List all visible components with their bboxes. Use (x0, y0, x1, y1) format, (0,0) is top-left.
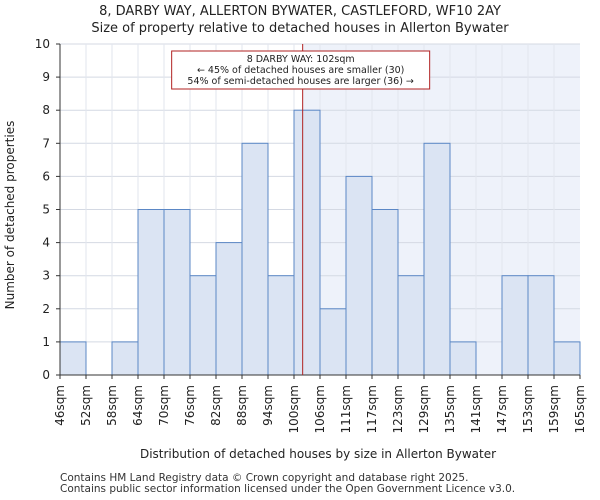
histogram-bar (241, 142, 269, 376)
y-tick-label: 6 (42, 169, 50, 183)
annotation-box (171, 50, 431, 90)
histogram-bar (449, 341, 477, 376)
histogram-bar (215, 242, 243, 376)
chart-subtitle: Size of property relative to detached ho… (91, 21, 509, 36)
attribution-line-2: Contains public sector information licen… (60, 483, 516, 495)
histogram-bar (293, 109, 321, 376)
histogram-bar (553, 341, 581, 376)
x-tick-label: 141sqm (469, 385, 483, 433)
x-tick-label: 111sqm (339, 385, 353, 433)
x-tick-label: 46sqm (53, 385, 67, 426)
y-tick-label: 0 (42, 368, 50, 382)
y-tick-label: 1 (42, 335, 50, 349)
chart-title: 8, DARBY WAY, ALLERTON BYWATER, CASTLEFO… (99, 4, 501, 19)
x-tick-label: 117sqm (365, 385, 379, 433)
x-tick-label: 70sqm (157, 385, 171, 426)
x-tick-label: 135sqm (443, 385, 457, 433)
x-tick-label: 100sqm (287, 385, 301, 433)
histogram-bar (163, 209, 191, 376)
x-tick-label: 159sqm (547, 385, 561, 433)
y-tick-label: 9 (42, 70, 50, 84)
x-axis-label: Distribution of detached houses by size … (140, 447, 496, 461)
x-tick-label: 52sqm (79, 385, 93, 426)
histogram-bar (189, 275, 217, 376)
x-tick-label: 58sqm (105, 385, 119, 426)
x-tick-label: 76sqm (183, 385, 197, 426)
histogram-bar (111, 341, 139, 376)
x-tick-label: 88sqm (235, 385, 249, 426)
attribution-footer: Contains HM Land Registry data © Crown c… (60, 473, 515, 495)
annotation-line: ← 45% of detached houses are smaller (30… (197, 65, 404, 76)
y-tick-label: 4 (42, 236, 50, 250)
y-axis-label: Number of detached properties (3, 121, 17, 310)
histogram-bar (137, 209, 165, 376)
histogram-bar (501, 275, 529, 376)
x-tick-label: 64sqm (131, 385, 145, 426)
x-tick-label: 153sqm (521, 385, 535, 433)
y-tick-label: 10 (35, 37, 50, 51)
annotation-line: 8 DARBY WAY: 102sqm (247, 54, 355, 65)
y-tick-label: 3 (42, 269, 50, 283)
histogram-bar (59, 341, 87, 376)
x-tick-label: 94sqm (261, 385, 275, 426)
y-tick-label: 7 (42, 136, 50, 150)
histogram-bar (371, 209, 399, 376)
x-tick-label: 82sqm (209, 385, 223, 426)
histogram-bar (267, 275, 295, 376)
x-tick-label: 129sqm (417, 385, 431, 433)
x-tick-label: 147sqm (495, 385, 509, 433)
histogram-bar (527, 275, 555, 376)
histogram-bar (397, 275, 425, 376)
histogram-bar (345, 175, 373, 376)
y-tick-label: 2 (42, 302, 50, 316)
attribution-line-1: Contains HM Land Registry data © Crown c… (60, 472, 469, 484)
chart-title-block: 8, DARBY WAY, ALLERTON BYWATER, CASTLEFO… (0, 3, 600, 37)
y-tick-label: 8 (42, 103, 50, 117)
x-tick-label: 123sqm (391, 385, 405, 433)
annotation-line: 54% of semi-detached houses are larger (… (187, 76, 414, 87)
histogram-bar (319, 308, 347, 376)
histogram-bar (423, 142, 451, 376)
x-tick-label: 106sqm (313, 385, 327, 433)
y-tick-label: 5 (42, 203, 50, 217)
x-tick-label: 165sqm (573, 385, 587, 433)
